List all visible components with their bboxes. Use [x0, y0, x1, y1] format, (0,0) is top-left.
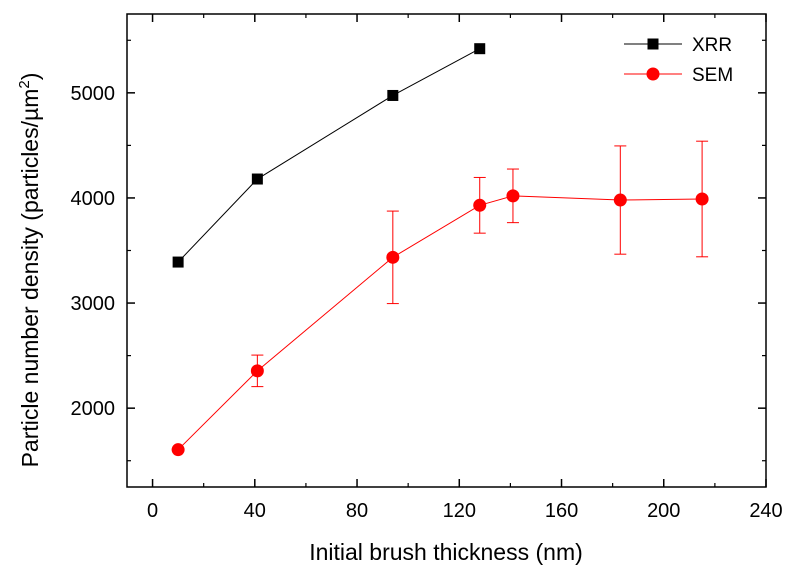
data-point-sem [386, 250, 400, 264]
y-tick-label: 2000 [71, 398, 116, 420]
data-point-sem [695, 192, 709, 206]
y-axis-title-unit: µm [17, 89, 43, 121]
x-tick-labels: 0 40 80 120 160 200 240 [147, 500, 783, 522]
axis-ticks [127, 14, 767, 487]
y-tick-labels: 2000 3000 4000 5000 [71, 83, 116, 420]
x-tick-label: 120 [443, 500, 476, 522]
legend-entry-xrr: XRR [624, 35, 732, 56]
data-point-xrr [387, 89, 399, 101]
y-axis-title: Particle number density (particles/µm2) [16, 73, 43, 468]
series-line-sem [177, 195, 703, 451]
data-point-sem [473, 198, 487, 212]
legend-entry-sem: SEM [624, 65, 733, 86]
legend: XRR SEM [624, 35, 733, 86]
y-axis-title-main: Particle number density (particles/ [17, 120, 43, 467]
data-point-sem [506, 189, 520, 203]
legend-label-sem: SEM [692, 65, 733, 86]
series-line-xrr [177, 48, 480, 263]
x-axis-title: Initial brush thickness (nm) [309, 539, 583, 565]
x-tick-label: 200 [647, 500, 680, 522]
data-point-xrr [251, 173, 263, 185]
x-tick-label: 80 [346, 500, 368, 522]
y-tick-label: 3000 [71, 293, 116, 315]
series-layer [171, 43, 709, 457]
data-point-xrr [474, 43, 486, 55]
data-point-xrr [172, 256, 184, 268]
legend-label-xrr: XRR [692, 35, 732, 56]
data-point-sem [171, 443, 185, 457]
y-axis-title-close: ) [17, 73, 43, 81]
legend-marker-sem [646, 67, 660, 81]
plot-frame [126, 13, 767, 488]
y-tick-label: 5000 [71, 83, 116, 105]
x-tick-label: 40 [244, 500, 266, 522]
y-axis-title-sup: 2 [16, 80, 33, 88]
x-tick-label: 0 [147, 500, 158, 522]
data-point-sem [250, 364, 264, 378]
data-point-sem [613, 193, 627, 207]
x-tick-label: 240 [749, 500, 782, 522]
series-xrr [172, 43, 486, 268]
y-tick-label: 4000 [71, 188, 116, 210]
x-tick-label: 160 [545, 500, 578, 522]
legend-marker-xrr [647, 38, 659, 50]
series-sem [171, 140, 709, 457]
